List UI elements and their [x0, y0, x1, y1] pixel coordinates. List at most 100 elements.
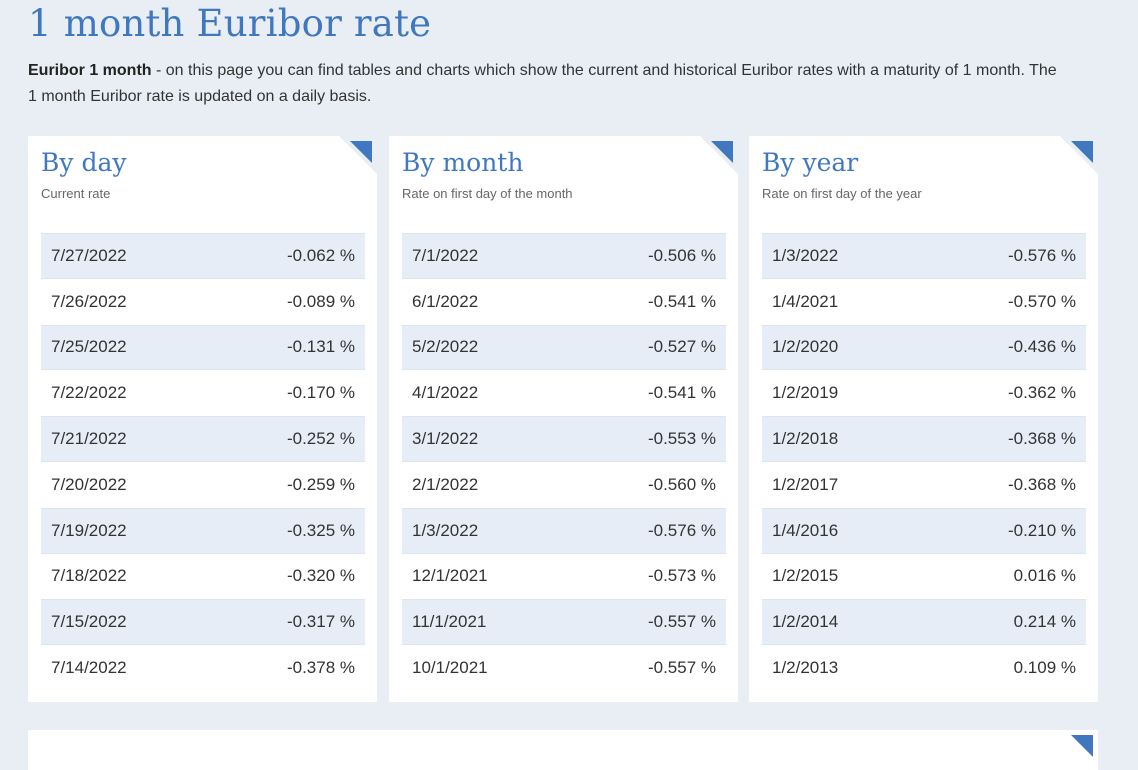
card-title: By month — [402, 148, 524, 177]
row-date: 7/19/2022 — [51, 520, 127, 540]
row-date: 1/2/2020 — [772, 337, 839, 357]
row-date: 7/20/2022 — [51, 474, 127, 494]
row-rate: -0.368 % — [1007, 429, 1076, 449]
intro-text: - on this page you can find tables and c… — [28, 62, 1057, 105]
row-date: 1/3/2022 — [772, 245, 839, 265]
row-rate: -0.573 % — [647, 566, 716, 586]
table-row: 7/18/2022 -0.320 % — [41, 554, 365, 600]
table-row: 10/1/2021 -0.557 % — [402, 645, 726, 691]
row-date: 7/27/2022 — [51, 245, 127, 265]
row-rate: -0.378 % — [286, 658, 355, 678]
row-date: 5/2/2022 — [412, 337, 479, 357]
table-row: 1/4/2016 -0.210 % — [762, 507, 1086, 554]
row-rate: -0.527 % — [647, 337, 716, 357]
page-intro: Euribor 1 month - on this page you can f… — [28, 58, 1068, 110]
table-row: 1/2/2015 0.016 % — [762, 554, 1086, 600]
row-date: 12/1/2021 — [412, 566, 488, 586]
row-rate: -0.557 % — [647, 612, 716, 632]
row-date: 1/2/2019 — [772, 383, 839, 403]
corner-triangle-icon — [1071, 735, 1093, 757]
table-row: 1/2/2017 -0.368 % — [762, 462, 1086, 508]
table-row: 1/2/2019 -0.362 % — [762, 370, 1086, 416]
card-subtitle: Rate on first day of the month — [402, 186, 573, 201]
row-rate: -0.131 % — [286, 337, 355, 357]
row-rate: -0.557 % — [647, 658, 716, 678]
row-date: 4/1/2022 — [412, 383, 479, 403]
row-date: 2/1/2022 — [412, 474, 479, 494]
table-row: 2/1/2022 -0.560 % — [402, 462, 726, 508]
row-rate: -0.252 % — [286, 429, 355, 449]
row-rate: 0.016 % — [1013, 566, 1076, 586]
row-date: 11/1/2021 — [412, 612, 487, 632]
page-title: 1 month Euribor rate — [28, 2, 432, 45]
table-row: 7/26/2022 -0.089 % — [41, 279, 365, 325]
row-rate: -0.317 % — [286, 612, 355, 632]
corner-triangle-icon — [711, 141, 733, 163]
table-row: 1/4/2021 -0.570 % — [762, 279, 1086, 325]
table-row: 4/1/2022 -0.541 % — [402, 370, 726, 416]
row-rate: -0.576 % — [1007, 245, 1076, 265]
row-rate: -0.259 % — [286, 474, 355, 494]
row-rate: -0.368 % — [1007, 474, 1076, 494]
row-date: 7/26/2022 — [51, 291, 127, 311]
row-rate: -0.560 % — [647, 474, 716, 494]
row-date: 7/22/2022 — [51, 383, 127, 403]
row-rate: -0.320 % — [286, 566, 355, 586]
row-rate: -0.210 % — [1007, 520, 1076, 540]
table-row: 7/22/2022 -0.170 % — [41, 370, 365, 416]
table-row: 7/15/2022 -0.317 % — [41, 599, 365, 646]
row-rate: -0.541 % — [647, 383, 716, 403]
table-row: 7/25/2022 -0.131 % — [41, 324, 365, 371]
row-date: 1/2/2018 — [772, 429, 839, 449]
row-rate: -0.506 % — [647, 245, 716, 265]
row-date: 7/1/2022 — [412, 245, 479, 265]
row-rate: -0.062 % — [286, 245, 355, 265]
corner-triangle-icon — [350, 141, 372, 163]
card-by-month: By month Rate on first day of the month … — [389, 136, 738, 702]
card-by-year: By year Rate on first day of the year 1/… — [749, 136, 1098, 702]
row-date: 6/1/2022 — [412, 291, 479, 311]
row-rate: -0.436 % — [1007, 337, 1076, 357]
table-row: 1/2/2020 -0.436 % — [762, 324, 1086, 371]
table-row: 7/14/2022 -0.378 % — [41, 645, 365, 691]
table-row: 5/2/2022 -0.527 % — [402, 324, 726, 371]
row-rate: -0.576 % — [647, 520, 716, 540]
rate-table: 7/27/2022 -0.062 % 7/26/2022 -0.089 % 7/25/2… — [41, 233, 365, 691]
row-date: 7/18/2022 — [51, 566, 127, 586]
row-date: 7/21/2022 — [51, 429, 127, 449]
table-row: 6/1/2022 -0.541 % — [402, 279, 726, 325]
row-rate: -0.570 % — [1007, 291, 1076, 311]
table-row: 11/1/2021 -0.557 % — [402, 599, 726, 646]
table-row: 12/1/2021 -0.573 % — [402, 554, 726, 600]
row-date: 3/1/2022 — [412, 429, 479, 449]
row-date: 7/25/2022 — [51, 337, 127, 357]
row-rate: -0.170 % — [286, 383, 355, 403]
row-date: 1/3/2022 — [412, 520, 479, 540]
table-row: 7/19/2022 -0.325 % — [41, 507, 365, 554]
row-date: 10/1/2021 — [412, 658, 488, 678]
card-subtitle: Rate on first day of the year — [762, 186, 922, 201]
row-date: 1/2/2013 — [772, 658, 839, 678]
row-rate: -0.089 % — [286, 291, 355, 311]
table-row: 1/2/2018 -0.368 % — [762, 416, 1086, 462]
table-row: 7/1/2022 -0.506 % — [402, 233, 726, 279]
card-title: By day — [41, 148, 127, 177]
row-date: 1/2/2014 — [772, 612, 839, 632]
table-row: 3/1/2022 -0.553 % — [402, 416, 726, 462]
next-card — [28, 730, 1098, 770]
rate-table: 7/1/2022 -0.506 % 6/1/2022 -0.541 % 5/2/2022… — [402, 233, 726, 691]
row-date: 1/2/2017 — [772, 474, 839, 494]
table-row: 1/2/2014 0.214 % — [762, 599, 1086, 646]
row-date: 1/4/2021 — [772, 291, 839, 311]
row-rate: 0.109 % — [1013, 658, 1076, 678]
table-row: 7/27/2022 -0.062 % — [41, 233, 365, 279]
rate-table: 1/3/2022 -0.576 % 1/4/2021 -0.570 % 1/2/2020… — [762, 233, 1086, 691]
row-rate: -0.362 % — [1007, 383, 1076, 403]
row-date: 7/15/2022 — [51, 612, 127, 632]
row-date: 1/2/2015 — [772, 566, 839, 586]
card-title: By year — [762, 148, 859, 177]
row-rate: -0.541 % — [647, 291, 716, 311]
row-date: 7/14/2022 — [51, 658, 127, 678]
row-rate: -0.325 % — [286, 520, 355, 540]
table-row: 1/2/2013 0.109 % — [762, 645, 1086, 691]
